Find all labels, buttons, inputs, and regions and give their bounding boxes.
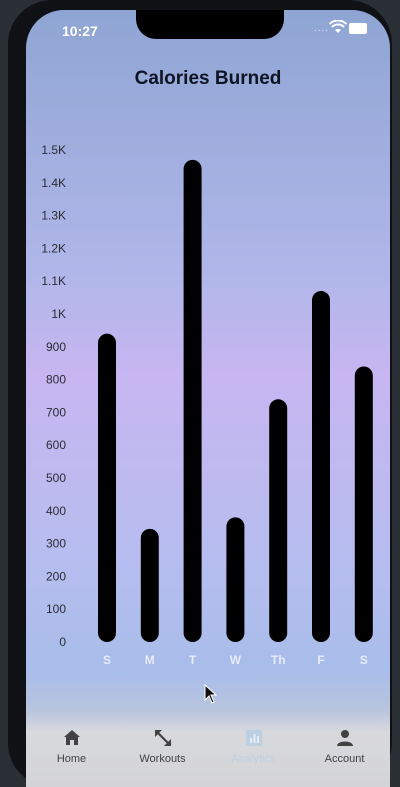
nav-analytics[interactable]: Analytics [208, 710, 299, 787]
y-tick-label: 400 [46, 504, 66, 518]
nav-account-label: Account [324, 753, 365, 765]
bar[interactable] [98, 333, 116, 642]
y-tick-label: 700 [46, 405, 66, 419]
nav-account[interactable]: Account [299, 710, 390, 787]
bar-chart-icon [245, 730, 262, 746]
y-tick-label: 1.1K [41, 274, 66, 288]
y-tick-label: 1.3K [41, 209, 66, 223]
bottom-navigation: Home Workouts Analytics [26, 710, 390, 787]
phone-frame: 10:27 .... DEBUG Calories Burned 0 100 200… [8, 0, 392, 787]
x-tick-label: T [189, 653, 197, 667]
y-tick-label: 1K [51, 307, 66, 321]
bar[interactable] [354, 366, 373, 642]
bar[interactable] [183, 159, 202, 642]
nav-workouts-label: Workouts [139, 753, 186, 765]
signal-dots: .... [314, 23, 330, 34]
x-tick-label: S [103, 653, 111, 667]
nav-analytics-label: Analytics [231, 753, 276, 765]
bar[interactable] [269, 399, 288, 642]
app-screen: 10:27 .... DEBUG Calories Burned 0 100 200… [26, 10, 390, 787]
calories-bar-chart: 0 100 200 300 400 500 600 700 800 900 1K 1.1K 1.2K 1.… [41, 143, 373, 667]
nav-home-label: Home [56, 753, 87, 765]
wifi-icon [329, 20, 347, 33]
notch [136, 10, 284, 39]
mouse-cursor-icon [204, 684, 218, 704]
y-tick-label: 100 [46, 602, 66, 616]
battery-icon [349, 23, 367, 34]
nav-workouts[interactable]: Workouts [117, 710, 208, 787]
y-tick-label: 0 [59, 635, 66, 649]
nav-home[interactable]: Home [26, 710, 117, 787]
bar[interactable] [312, 291, 330, 642]
x-tick-label: M [145, 653, 155, 667]
bar[interactable] [226, 517, 245, 642]
home-icon [63, 730, 80, 745]
y-tick-label: 1.4K [41, 176, 66, 190]
y-tick-label: 1.2K [41, 241, 66, 255]
y-tick-label: 300 [46, 537, 66, 551]
x-tick-label: S [360, 653, 368, 667]
status-time: 10:27 [62, 23, 98, 39]
y-tick-label: 800 [46, 373, 66, 387]
page-title: Calories Burned [134, 68, 282, 89]
y-tick-label: 900 [46, 340, 66, 354]
y-tick-label: 1.5K [41, 143, 66, 157]
y-tick-label: 200 [46, 569, 66, 583]
bar[interactable] [140, 528, 159, 642]
x-tick-label: W [230, 653, 242, 667]
expand-arrows-icon [154, 730, 171, 746]
x-tick-label: F [317, 653, 324, 667]
person-icon [336, 730, 353, 746]
x-tick-label: Th [271, 653, 286, 667]
y-tick-label: 600 [46, 438, 66, 452]
y-tick-label: 500 [46, 471, 66, 485]
